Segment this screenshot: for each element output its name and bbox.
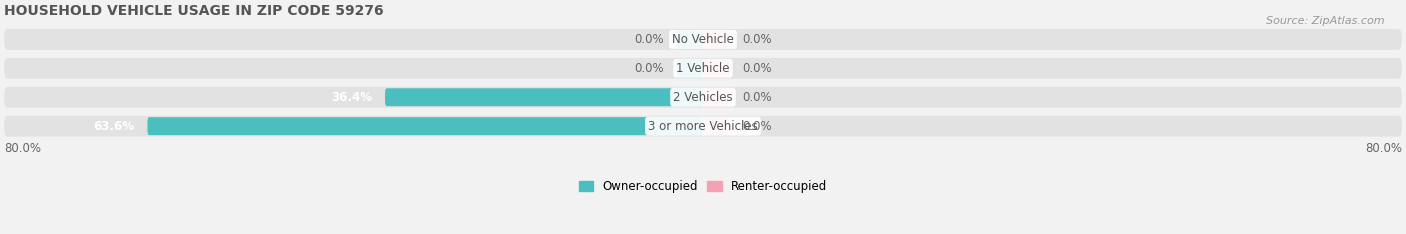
FancyBboxPatch shape xyxy=(703,30,730,48)
Text: 2 Vehicles: 2 Vehicles xyxy=(673,91,733,104)
FancyBboxPatch shape xyxy=(4,58,1402,79)
Text: 0.0%: 0.0% xyxy=(742,62,772,75)
Text: 0.0%: 0.0% xyxy=(634,33,664,46)
Text: 80.0%: 80.0% xyxy=(4,142,41,155)
FancyBboxPatch shape xyxy=(676,30,703,48)
Text: No Vehicle: No Vehicle xyxy=(672,33,734,46)
Text: 80.0%: 80.0% xyxy=(1365,142,1402,155)
Text: HOUSEHOLD VEHICLE USAGE IN ZIP CODE 59276: HOUSEHOLD VEHICLE USAGE IN ZIP CODE 5927… xyxy=(4,4,384,18)
FancyBboxPatch shape xyxy=(703,117,730,135)
Legend: Owner-occupied, Renter-occupied: Owner-occupied, Renter-occupied xyxy=(574,175,832,198)
FancyBboxPatch shape xyxy=(4,87,1402,108)
Text: 1 Vehicle: 1 Vehicle xyxy=(676,62,730,75)
FancyBboxPatch shape xyxy=(4,29,1402,50)
Text: 63.6%: 63.6% xyxy=(93,120,135,133)
Text: 0.0%: 0.0% xyxy=(742,33,772,46)
Text: 0.0%: 0.0% xyxy=(634,62,664,75)
FancyBboxPatch shape xyxy=(385,88,703,106)
Text: 36.4%: 36.4% xyxy=(330,91,373,104)
FancyBboxPatch shape xyxy=(703,59,730,77)
Text: Source: ZipAtlas.com: Source: ZipAtlas.com xyxy=(1267,16,1385,26)
FancyBboxPatch shape xyxy=(703,88,730,106)
Text: 3 or more Vehicles: 3 or more Vehicles xyxy=(648,120,758,133)
FancyBboxPatch shape xyxy=(676,59,703,77)
FancyBboxPatch shape xyxy=(148,117,703,135)
Text: 0.0%: 0.0% xyxy=(742,120,772,133)
FancyBboxPatch shape xyxy=(4,116,1402,137)
Text: 0.0%: 0.0% xyxy=(742,91,772,104)
